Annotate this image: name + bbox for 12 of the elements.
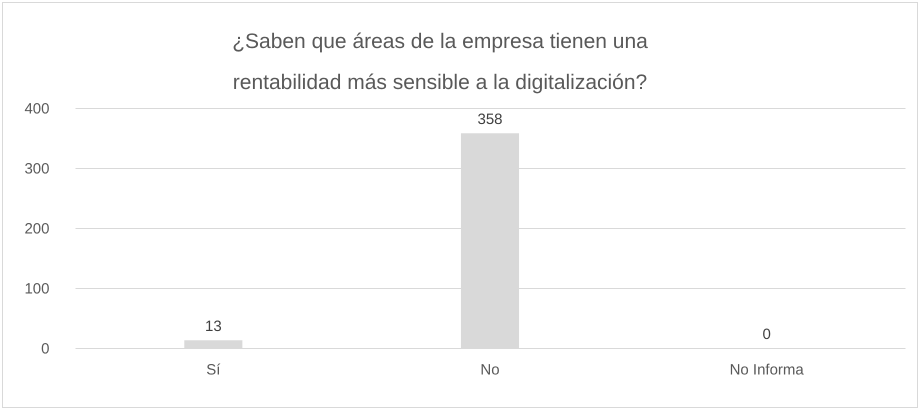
y-tick-label: 300 xyxy=(24,160,50,178)
x-tick-label: Sí xyxy=(206,362,222,378)
data-label: 0 xyxy=(762,326,771,343)
y-tick-label: 200 xyxy=(24,220,50,238)
y-tick-label: 400 xyxy=(24,100,50,118)
chart-title: ¿Saben que áreas de la empresa tienen una rentabilidad más sensible a la digitalización? xyxy=(232,30,648,94)
y-tick-label: 100 xyxy=(24,280,50,298)
x-tick-label: No xyxy=(480,362,500,378)
data-label: 13 xyxy=(204,318,222,336)
x-tick-label: No Informa xyxy=(730,362,804,378)
y-tick-label: 0 xyxy=(41,340,50,358)
data-label: 358 xyxy=(477,111,503,128)
